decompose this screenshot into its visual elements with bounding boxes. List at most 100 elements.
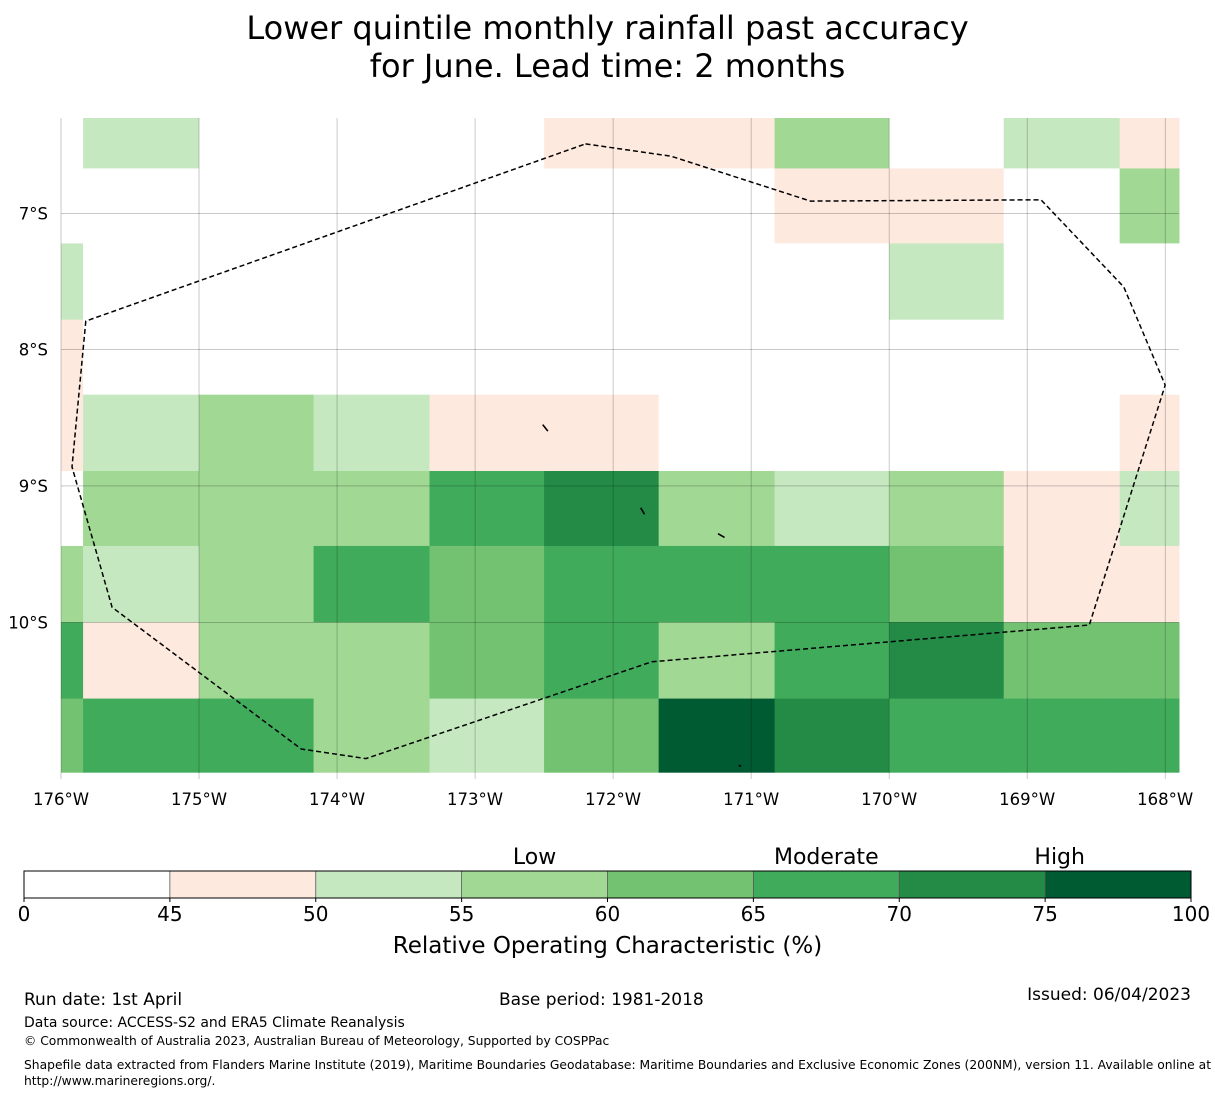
copyright-notice: © Commonwealth of Australia 2023, Austra… — [24, 1034, 610, 1048]
roc-grid-cells — [61, 118, 1180, 773]
grid-cell — [83, 319, 200, 396]
grid-cell — [199, 394, 315, 472]
data-source: Data source: ACCESS-S2 and ERA5 Climate … — [24, 1015, 405, 1031]
lon-tick-label: 174°W — [309, 790, 365, 809]
grid-cell — [889, 319, 1005, 396]
grid-cell — [1003, 622, 1121, 700]
grid-cell — [199, 243, 315, 321]
accuracy-category-label: High — [1034, 845, 1085, 870]
colorbar-tick-label: 50 — [303, 902, 328, 926]
grid-cell — [774, 698, 890, 773]
colorbar-swatch — [753, 871, 900, 898]
grid-cell — [889, 118, 1005, 169]
grid-cell — [199, 545, 315, 623]
lat-tick-label: 8°S — [19, 341, 48, 360]
grid-cell — [774, 168, 890, 244]
map-title-line-1: Lower quintile monthly rainfall past acc… — [246, 9, 969, 47]
island-coastline — [640, 507, 646, 515]
grid-cell — [658, 622, 776, 700]
grid-cell — [313, 319, 431, 396]
lon-tick-label: 173°W — [447, 790, 503, 809]
grid-cell — [658, 319, 776, 396]
grid-cell — [544, 168, 660, 244]
grid-cell — [83, 545, 200, 623]
grid-cell — [774, 394, 890, 472]
rainfall-accuracy-map: 176°W 175°W 174°W 173°W 172°W 171°W 170°W 169°W… — [8, 118, 1193, 809]
eez-boundary-line — [71, 143, 1166, 760]
base-period: Base period: 1981-2018 — [499, 990, 704, 1010]
colorbar-tick-label: 70 — [887, 902, 912, 926]
grid-cell — [774, 243, 890, 321]
colorbar-swatch — [1045, 871, 1192, 898]
grid-cell — [1003, 118, 1121, 169]
grid-cell — [544, 698, 660, 773]
grid-cell — [429, 243, 545, 321]
grid-cell — [83, 698, 200, 773]
lat-tick-label: 7°S — [19, 204, 48, 223]
grid-cell — [889, 698, 1005, 773]
colorbar-tick-label: 45 — [157, 902, 182, 926]
shapefile-credit-line-1: Shapefile data extracted from Flanders M… — [24, 1058, 1212, 1072]
lon-tick-label: 170°W — [861, 790, 917, 809]
lon-tick-label: 175°W — [171, 790, 227, 809]
grid-cell — [544, 118, 660, 169]
grid-cell — [83, 243, 200, 321]
grid-cell — [1119, 168, 1180, 244]
grid-cell — [889, 168, 1005, 244]
colorbar-swatch — [169, 871, 317, 898]
grid-cell — [199, 168, 315, 244]
island-coastline — [738, 764, 742, 768]
grid-cell — [429, 168, 545, 244]
grid-cell — [774, 470, 890, 547]
lat-tick-label: 10°S — [8, 613, 48, 632]
grid-cell — [1119, 319, 1180, 396]
grid-cell — [61, 470, 84, 547]
grid-cell — [544, 470, 660, 547]
grid-cell — [61, 243, 84, 321]
colorbar-tick-label: 100 — [1172, 902, 1210, 926]
grid-cell — [61, 319, 84, 396]
grid-cell — [313, 168, 431, 244]
grid-cell — [889, 243, 1005, 321]
grid-cell — [61, 394, 84, 472]
colorbar-axis-label: Relative Operating Characteristic (%) — [393, 933, 822, 959]
grid-cell — [199, 470, 315, 547]
grid-cell — [889, 394, 1005, 472]
grid-cell — [313, 698, 431, 773]
grid-cell — [658, 243, 776, 321]
grid-cell — [83, 470, 200, 547]
grid-cell — [658, 168, 776, 244]
accuracy-category-label: Low — [513, 845, 556, 870]
grid-cell — [1119, 698, 1180, 773]
grid-cell — [429, 470, 545, 547]
lon-tick-label: 169°W — [999, 790, 1055, 809]
colorbar-swatch — [315, 871, 463, 898]
grid-cell — [544, 545, 660, 623]
grid-cell — [1003, 243, 1121, 321]
island-coastline — [542, 424, 549, 432]
grid-cell — [61, 698, 84, 773]
grid-cell — [658, 470, 776, 547]
grid-cell — [199, 118, 315, 169]
grid-cell — [1119, 243, 1180, 321]
grid-cell — [658, 545, 776, 623]
grid-cell — [61, 168, 84, 244]
grid-cell — [544, 622, 660, 700]
accuracy-category-label: Moderate — [774, 845, 879, 870]
lon-tick-label: 176°W — [33, 790, 89, 809]
grid-cell — [544, 394, 660, 472]
grid-cell — [1119, 470, 1180, 547]
grid-cell — [313, 118, 431, 169]
grid-cell — [313, 394, 431, 472]
grid-cell — [889, 470, 1005, 547]
grid-cell — [1003, 545, 1121, 623]
colorbar-swatch — [607, 871, 754, 898]
shapefile-credit-line-2: http://www.marineregions.org/. — [24, 1074, 216, 1088]
grid-cell — [313, 622, 431, 700]
colorbar-tick-label: 60 — [595, 902, 620, 926]
grid-cell — [429, 118, 545, 169]
grid-cell — [774, 319, 890, 396]
grid-cell — [429, 545, 545, 623]
grid-cell — [61, 622, 84, 700]
issued-date: Issued: 06/04/2023 — [1027, 985, 1191, 1005]
